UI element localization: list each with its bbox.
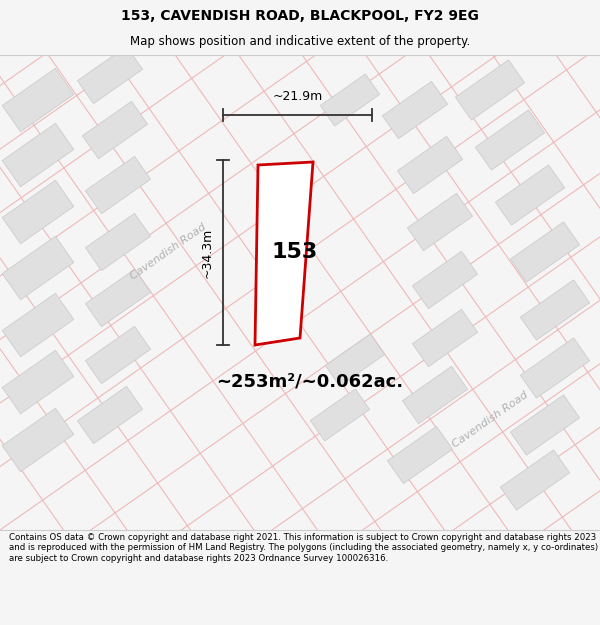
Polygon shape [520, 280, 590, 340]
Polygon shape [255, 162, 313, 345]
Text: ~253m²/~0.062ac.: ~253m²/~0.062ac. [217, 373, 404, 391]
Polygon shape [2, 350, 74, 414]
Polygon shape [475, 110, 545, 170]
Polygon shape [500, 450, 569, 510]
Polygon shape [2, 123, 74, 187]
Polygon shape [2, 68, 74, 132]
Text: Map shows position and indicative extent of the property.: Map shows position and indicative extent… [130, 35, 470, 48]
Polygon shape [496, 165, 565, 225]
Polygon shape [2, 293, 74, 357]
Text: ~21.9m: ~21.9m [272, 91, 323, 104]
Polygon shape [403, 366, 467, 424]
Polygon shape [412, 251, 478, 309]
Polygon shape [2, 408, 74, 472]
Polygon shape [412, 309, 478, 367]
Text: Contains OS data © Crown copyright and database right 2021. This information is : Contains OS data © Crown copyright and d… [9, 533, 598, 562]
Polygon shape [407, 193, 473, 251]
Polygon shape [85, 156, 151, 214]
Polygon shape [85, 269, 151, 327]
Text: 153: 153 [272, 242, 318, 262]
Text: Cavendish Road: Cavendish Road [128, 222, 208, 282]
Polygon shape [310, 389, 370, 441]
Polygon shape [511, 395, 580, 455]
Polygon shape [325, 334, 385, 386]
Polygon shape [388, 426, 452, 484]
Polygon shape [85, 213, 151, 271]
Polygon shape [85, 326, 151, 384]
Polygon shape [82, 101, 148, 159]
Polygon shape [511, 222, 580, 282]
Polygon shape [397, 136, 463, 194]
Polygon shape [77, 386, 143, 444]
Polygon shape [2, 236, 74, 300]
Polygon shape [455, 60, 524, 120]
Polygon shape [77, 46, 143, 104]
Text: Cavendish Road: Cavendish Road [450, 390, 530, 450]
Polygon shape [520, 338, 590, 398]
Text: 153, CAVENDISH ROAD, BLACKPOOL, FY2 9EG: 153, CAVENDISH ROAD, BLACKPOOL, FY2 9EG [121, 9, 479, 24]
Polygon shape [2, 180, 74, 244]
Polygon shape [320, 74, 380, 126]
Text: ~34.3m: ~34.3m [200, 228, 214, 278]
Polygon shape [382, 81, 448, 139]
